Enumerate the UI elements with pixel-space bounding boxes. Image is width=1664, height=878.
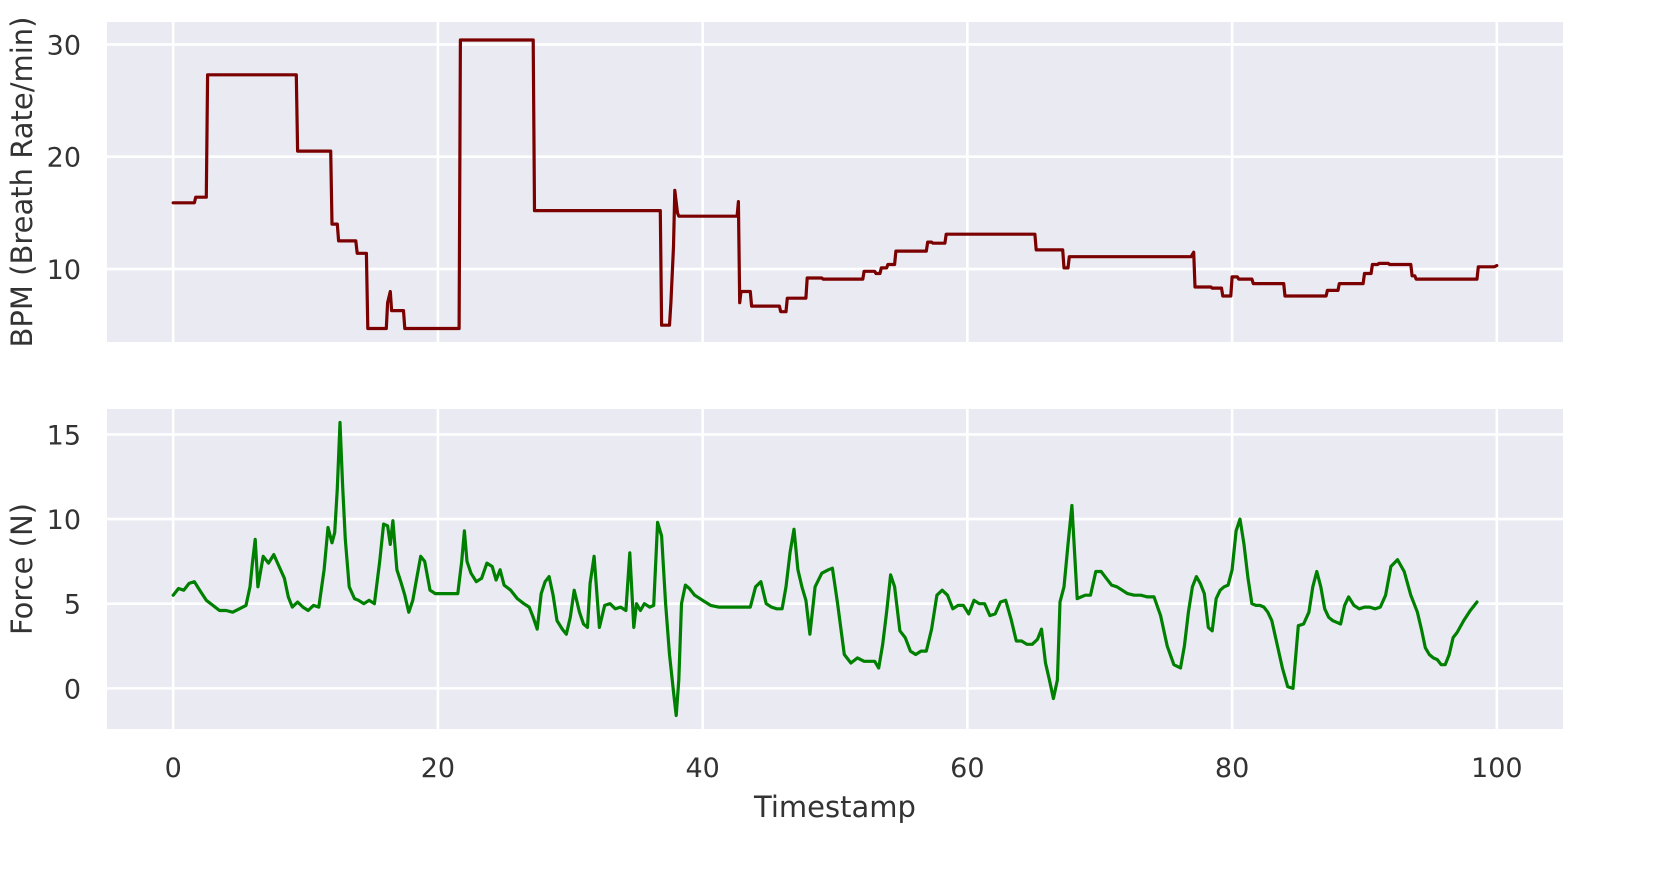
force-plot-area bbox=[107, 409, 1563, 729]
x-tick-labels: 0 20 40 60 80 100 bbox=[165, 753, 1523, 784]
y-tick-label: 30 bbox=[47, 30, 81, 61]
bpm-plot-area bbox=[107, 22, 1563, 342]
x-tick-label: 80 bbox=[1215, 753, 1249, 784]
bpm-y-axis-label: BPM (Breath Rate/min) bbox=[5, 17, 39, 348]
y-tick-label: 0 bbox=[64, 674, 81, 705]
x-tick-label: 20 bbox=[421, 753, 455, 784]
bpm-series bbox=[171, 38, 1499, 331]
x-tick-label: 0 bbox=[165, 753, 182, 784]
x-axis-label: Timestamp bbox=[753, 790, 916, 824]
y-tick-label: 15 bbox=[47, 420, 81, 451]
force-line bbox=[171, 420, 1479, 718]
force-series bbox=[171, 420, 1479, 718]
bpm-gridlines bbox=[107, 22, 1563, 342]
y-tick-label: 5 bbox=[64, 590, 81, 621]
y-tick-label: 10 bbox=[47, 505, 81, 536]
bpm-y-tick-labels: 10 20 30 bbox=[47, 30, 81, 286]
force-y-tick-labels: 0 5 10 15 bbox=[47, 420, 81, 705]
y-tick-label: 20 bbox=[47, 143, 81, 174]
force-panel: 0 5 10 15 0 20 40 60 80 100 Force (N) Timestamp bbox=[5, 409, 1563, 824]
x-tick-label: 100 bbox=[1471, 753, 1523, 784]
y-tick-label: 10 bbox=[47, 255, 81, 286]
force-y-axis-label: Force (N) bbox=[5, 503, 39, 635]
bpm-panel: 10 20 30 BPM (Breath Rate/min) bbox=[5, 17, 1563, 348]
x-tick-label: 40 bbox=[685, 753, 719, 784]
x-tick-label: 60 bbox=[950, 753, 984, 784]
bpm-line bbox=[171, 38, 1499, 331]
